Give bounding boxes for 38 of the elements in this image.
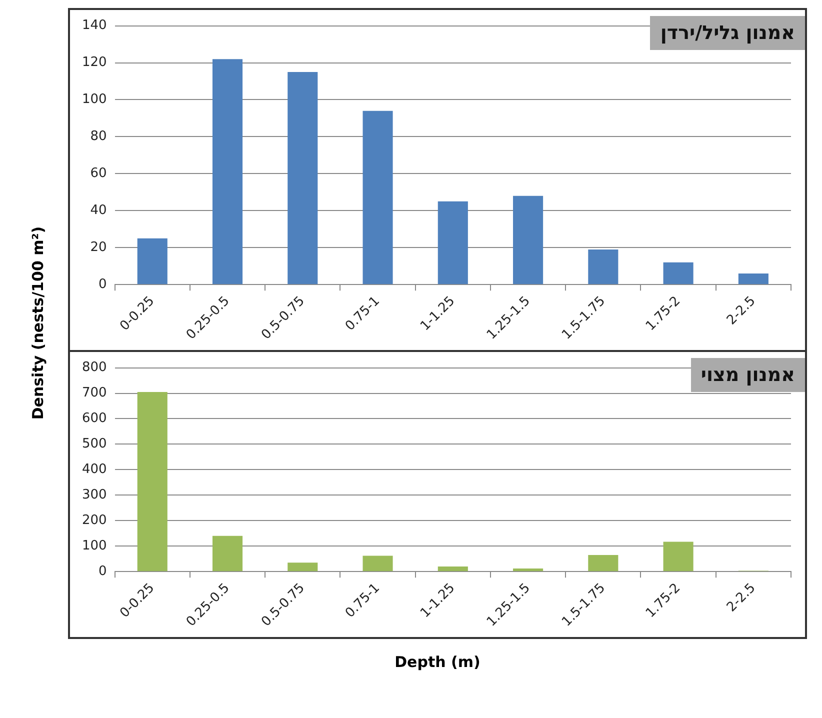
bar [288, 72, 318, 284]
y-tick-label: 100 [82, 538, 107, 554]
bar [663, 262, 694, 284]
bar [288, 562, 318, 572]
bar [663, 542, 694, 572]
y-tick-label: 700 [82, 386, 107, 401]
bar [212, 536, 243, 572]
y-tick-label: 120 [82, 55, 107, 70]
y-tick-label: 100 [82, 92, 107, 108]
chart-title: אמנון גליל/ירדן [650, 16, 805, 50]
chart-title: אמנון מצוי [690, 358, 805, 392]
bar [513, 196, 544, 284]
y-tick-label: 0 [98, 276, 107, 292]
bar [362, 110, 393, 284]
y-axis-title: Density (nests/100 m²) [29, 226, 47, 420]
y-tick-label: 20 [90, 240, 107, 255]
y-tick-label: 300 [82, 488, 107, 503]
bar [438, 201, 468, 284]
bar [438, 566, 468, 572]
y-tick-label: 400 [82, 462, 107, 478]
bar [513, 568, 544, 572]
y-tick-label: 500 [82, 436, 107, 452]
y-tick-label: 800 [82, 360, 107, 376]
y-tick-label: 140 [82, 18, 107, 34]
bar [588, 249, 618, 284]
y-tick-label: 600 [82, 411, 107, 426]
bar [588, 555, 618, 572]
bar [362, 556, 393, 572]
x-axis-title: Depth (m) [394, 653, 482, 671]
y-tick-label: 80 [90, 129, 107, 144]
bar [738, 273, 768, 284]
bar [137, 392, 168, 572]
y-tick-label: 0 [98, 564, 107, 579]
bar [137, 238, 168, 284]
y-tick-label: 200 [82, 513, 107, 528]
y-tick-label: 60 [90, 166, 107, 182]
bar [212, 59, 243, 284]
y-tick-label: 40 [90, 203, 107, 218]
